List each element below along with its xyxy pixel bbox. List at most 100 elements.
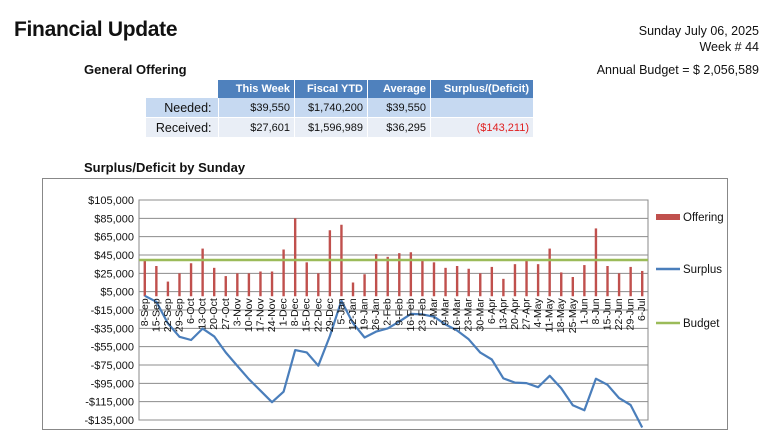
offering-bar (282, 249, 285, 297)
y-tick-label: -$115,000 (85, 397, 134, 409)
x-tick-label: 16-Feb (405, 298, 417, 331)
page-title: Financial Update (14, 18, 178, 41)
x-tick-label: 27-Apr (521, 298, 533, 330)
week-number: Week # 44 (699, 39, 759, 54)
x-tick-label: 15-Dec (301, 298, 313, 332)
cell-average: $39,550 (367, 98, 431, 118)
x-tick-label: 9-Mar (440, 298, 452, 326)
table-row: Needed: $39,550 $1,740,200 $39,550 (146, 98, 534, 118)
x-tick-label: 16-Mar (451, 298, 463, 332)
x-tick-label: 26-Jan (370, 298, 382, 330)
legend-label: Offering (683, 212, 724, 224)
offering-bar (467, 268, 470, 297)
y-tick-label: $45,000 (94, 250, 134, 262)
x-tick-label: 25-May (567, 298, 579, 334)
x-tick-label: 6-Apr (486, 298, 498, 324)
offering-bar (386, 256, 389, 297)
x-tick-label: 8-Jun (590, 298, 602, 324)
x-tick-label: 6-Oct (185, 298, 197, 324)
offering-bar (143, 259, 146, 297)
offering-bar (525, 260, 528, 297)
col-this-week: This Week (218, 80, 295, 98)
offering-bar (270, 271, 274, 297)
summary-corner (146, 80, 218, 98)
x-tick-label: 23-Mar (463, 298, 475, 332)
x-tick-label: 2-Mar (428, 298, 440, 326)
x-tick-label: 8-Dec (289, 298, 301, 326)
x-tick-label: 19-Jan (359, 298, 371, 330)
x-tick-label: 8-Sep (139, 298, 151, 326)
summary-header-row: This Week Fiscal YTD Average Surplus/(De… (146, 80, 534, 98)
offering-bar (328, 230, 332, 297)
legend-label: Budget (683, 318, 720, 330)
legend-label: Surplus (683, 264, 722, 276)
y-tick-label: $85,000 (94, 213, 134, 225)
cell-average: $36,295 (367, 117, 431, 138)
x-tick-label: 1-Dec (278, 298, 290, 326)
offering-bar (398, 253, 401, 297)
x-tick-label: 27-Oct (220, 298, 232, 330)
general-offering-label: General Offering (84, 62, 187, 77)
x-tick-label: 13-Apr (497, 298, 509, 330)
x-tick-label: 1-Jun (578, 298, 590, 324)
offering-bar (166, 281, 170, 297)
x-tick-label: 22-Sep (162, 298, 174, 332)
x-tick-label: 15-Sep (150, 298, 162, 332)
x-tick-label: 20-Oct (208, 298, 220, 330)
surplus-line (144, 294, 644, 429)
offering-bar (606, 266, 609, 297)
offering-bar (641, 270, 644, 297)
cell-ytd: $1,596,989 (294, 117, 368, 138)
legend-swatch (656, 214, 680, 220)
offering-bar (247, 273, 251, 297)
x-tick-label: 30-Mar (474, 298, 486, 332)
report-date: Sunday July 06, 2025 (638, 24, 759, 38)
offering-bar (178, 273, 181, 297)
offering-bar (421, 260, 424, 297)
y-tick-label: -$55,000 (91, 342, 134, 354)
y-tick-label: $105,000 (88, 195, 134, 207)
offering-bar (305, 262, 308, 297)
summary-table: This Week Fiscal YTD Average Surplus/(De… (146, 80, 534, 138)
offering-bar (479, 273, 482, 297)
y-tick-label: -$15,000 (91, 305, 134, 317)
x-tick-label: 17-Nov (254, 298, 266, 333)
offering-bar (201, 248, 204, 297)
offering-bar (629, 266, 632, 297)
offering-bar (513, 264, 517, 297)
surplus-deficit-chart: $105,000 $85,000 $65,000 $45,000 $25,000 $5,0… (42, 178, 728, 430)
x-tick-label: 4-May (532, 298, 544, 328)
offering-bar (363, 274, 366, 297)
header-info: Sunday July 06, 2025 Week # 44 (639, 24, 759, 55)
cell-ytd: $1,740,200 (294, 98, 368, 118)
y-tick-label: -$95,000 (91, 378, 134, 390)
offering-bar (351, 282, 355, 297)
offering-bar (409, 252, 413, 297)
offering-bar (571, 277, 575, 297)
offering-bar (155, 266, 158, 297)
annual-budget: Annual Budget = $ 2,056,589 (596, 63, 759, 77)
table-row: Received: $27,601 $1,596,989 $36,295 ($1… (146, 117, 534, 138)
cell-surplus (430, 98, 534, 118)
y-tick-label: $65,000 (94, 232, 134, 244)
offering-bar (236, 273, 239, 297)
cell-surplus: ($143,211) (430, 117, 534, 138)
x-tick-label: 24-Nov (266, 298, 278, 333)
offering-bar (583, 265, 586, 297)
x-tick-label: 2-Feb (382, 298, 394, 326)
x-tick-label: 29-Jun (625, 298, 637, 330)
x-tick-label: 13-Oct (197, 298, 209, 330)
row-label: Received: (146, 117, 219, 138)
col-surplus: Surplus/(Deficit) (430, 80, 534, 98)
offering-bar (560, 272, 563, 297)
col-fiscal-ytd: Fiscal YTD (294, 80, 368, 98)
x-tick-label: 29-Sep (173, 298, 185, 332)
offering-bar (259, 271, 262, 297)
x-tick-label: 23-Feb (416, 298, 428, 331)
offering-bar (189, 263, 193, 297)
row-label: Needed: (146, 98, 219, 118)
y-tick-label: $25,000 (94, 268, 134, 280)
x-tick-label: 29-Dec (324, 298, 336, 332)
x-tick-label: 5-Jan (335, 298, 347, 324)
x-tick-label: 18-May (555, 298, 567, 334)
